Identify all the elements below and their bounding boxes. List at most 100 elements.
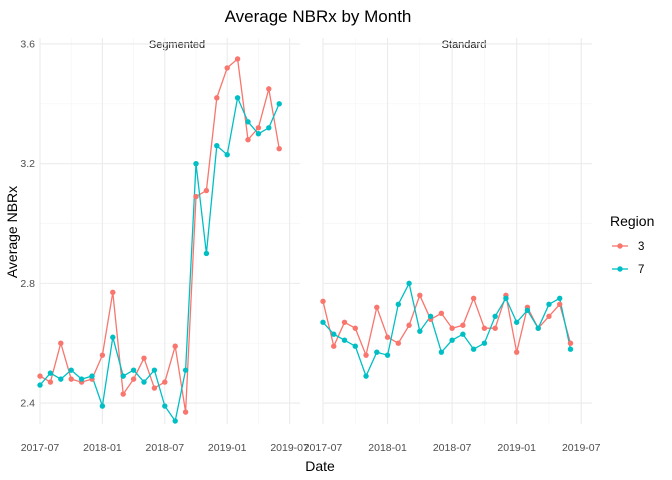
data-point-3 — [130, 376, 137, 382]
x-tick-label: 2017-07 — [304, 442, 343, 454]
panel-standard — [320, 38, 592, 424]
data-point-7 — [58, 376, 64, 382]
y-tick-label: 3.2 — [20, 158, 35, 170]
data-point-7 — [384, 352, 391, 358]
data-point-3 — [193, 193, 199, 200]
panel-strip-standard: Standard — [442, 39, 487, 51]
data-point-7 — [352, 343, 358, 349]
data-point-7 — [492, 313, 498, 319]
data-point-7 — [503, 295, 509, 302]
data-point-7 — [214, 143, 220, 149]
y-axis: 2.4 2.8 3.2 3.6 — [20, 38, 35, 409]
data-point-3 — [255, 125, 262, 131]
data-point-3 — [406, 322, 412, 328]
x-axis-standard: 2017-07 2018-01 2018-07 2019-01 2019-07 — [304, 442, 601, 454]
data-point-7 — [47, 370, 54, 376]
data-point-7 — [255, 131, 262, 137]
data-point-7 — [172, 418, 178, 424]
data-point-7 — [89, 373, 95, 379]
data-point-3 — [460, 322, 466, 328]
data-point-7 — [266, 125, 272, 131]
data-point-3 — [470, 295, 477, 302]
series-line-7 — [322, 281, 572, 378]
data-point-7 — [120, 373, 126, 379]
data-point-7 — [341, 337, 348, 343]
x-tick-label: 2018-07 — [146, 442, 185, 454]
data-point-7 — [99, 403, 106, 409]
data-point-3 — [182, 409, 189, 415]
data-point-7 — [438, 349, 445, 355]
data-point-3 — [234, 56, 241, 62]
data-point-7 — [320, 319, 326, 325]
y-axis-title: Average NBRx — [4, 186, 20, 278]
data-point-3 — [266, 86, 272, 92]
x-axis-title: Date — [305, 458, 335, 474]
data-point-7 — [193, 160, 199, 167]
x-tick-label: 2018-01 — [83, 442, 122, 454]
x-tick-label: 2018-07 — [433, 442, 472, 454]
data-point-3 — [320, 298, 326, 305]
data-point-7 — [331, 331, 337, 337]
data-point-7 — [68, 367, 74, 373]
x-axis-segmented: 2017-07 2018-01 2018-07 2019-01 2019-07 — [21, 442, 309, 454]
data-point-3 — [141, 355, 147, 361]
data-point-3 — [331, 343, 337, 349]
legend-title: Region — [610, 213, 654, 229]
data-point-7 — [535, 325, 541, 331]
legend-label: 7 — [638, 264, 644, 276]
data-point-3 — [172, 343, 178, 349]
legend-item-3: 3 — [612, 241, 644, 253]
data-point-3 — [120, 391, 126, 397]
data-point-7 — [276, 101, 282, 107]
data-point-7 — [460, 331, 466, 337]
data-point-7 — [546, 301, 552, 308]
data-point-7 — [524, 307, 531, 313]
data-point-3 — [384, 334, 391, 340]
legend-key-point — [617, 266, 623, 272]
data-point-3 — [417, 292, 423, 299]
data-point-3 — [110, 289, 116, 296]
data-point-3 — [395, 340, 402, 346]
data-point-3 — [557, 301, 563, 308]
data-point-7 — [513, 319, 520, 325]
x-tick-label: 2019-01 — [497, 442, 536, 454]
data-point-3 — [352, 325, 358, 331]
data-point-3 — [99, 352, 106, 358]
data-point-7 — [395, 301, 402, 308]
x-tick-label: 2017-07 — [21, 442, 60, 454]
data-point-7 — [182, 367, 189, 373]
data-point-7 — [78, 376, 85, 382]
legend-item-7: 7 — [612, 264, 644, 276]
data-point-3 — [245, 137, 251, 143]
data-point-3 — [341, 319, 348, 325]
data-point-3 — [47, 379, 54, 385]
data-point-3 — [438, 310, 445, 316]
data-point-3 — [481, 325, 488, 331]
data-point-7 — [224, 151, 230, 158]
x-tick-label: 2019-07 — [562, 442, 601, 454]
data-point-7 — [363, 373, 369, 379]
data-point-7 — [557, 295, 563, 302]
data-point-3 — [58, 340, 64, 346]
data-point-3 — [68, 376, 74, 382]
series-line-7 — [39, 95, 280, 423]
data-point-3 — [449, 325, 455, 331]
data-point-7 — [567, 346, 574, 352]
data-point-3 — [276, 146, 282, 152]
y-tick-label: 2.8 — [20, 278, 35, 290]
data-point-7 — [449, 337, 455, 343]
data-point-7 — [141, 379, 147, 385]
legend-key-point — [617, 243, 623, 249]
data-point-3 — [374, 304, 380, 311]
data-point-7 — [427, 313, 434, 319]
data-point-3 — [151, 385, 158, 391]
data-point-7 — [162, 403, 168, 409]
data-point-3 — [492, 325, 498, 331]
data-point-7 — [151, 367, 158, 373]
panel-segmented — [37, 38, 300, 424]
data-point-3 — [203, 187, 210, 194]
y-tick-label: 2.4 — [20, 398, 35, 410]
x-tick-label: 2018-01 — [368, 442, 407, 454]
data-point-7 — [130, 367, 137, 373]
